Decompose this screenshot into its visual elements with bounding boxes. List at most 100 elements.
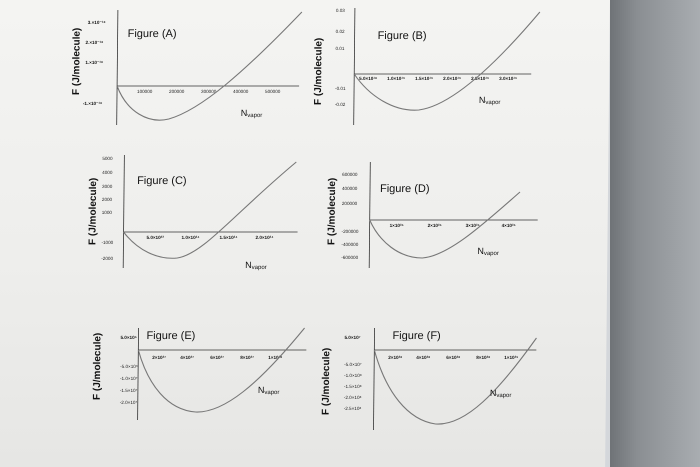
panel-d-y-axis	[368, 162, 371, 268]
panel-b-y-tick: 0.02	[336, 29, 345, 34]
panel-f-title: Figure (F)	[392, 330, 440, 342]
panel-b-x-tick: 1.0×10¹⁹	[387, 76, 405, 81]
panel-e-x-axis-label: Nvapor	[258, 385, 280, 396]
panel-d-title: Figure (D)	[380, 183, 430, 195]
panel-e-title: Figure (E)	[146, 330, 195, 342]
panel-b-y-tick: 0.01	[335, 46, 344, 51]
panel-d-x-tick: 1×10²⁶	[390, 223, 404, 228]
panel-d-y-axis-label: F (J/molecule)	[326, 178, 338, 245]
panel-f-y-tick: -5.0×10⁷	[344, 362, 362, 367]
panel-e-y-tick: -2.0×10⁷	[120, 400, 138, 405]
panel-a-y-tick: -1.×10⁻¹⁸	[83, 101, 102, 106]
panel-f-x-tick: 1×10²⁹	[504, 355, 518, 360]
panel-d-y-tick: 200000	[342, 201, 358, 206]
panel-f: F (J/molecule) Figure (F) 5.0×10⁷ -5.0×1…	[321, 328, 537, 430]
panel-b-x-tick: 2.0×10¹⁹	[443, 76, 461, 81]
panel-a-y-tick: 3.×10⁻¹⁸	[88, 20, 106, 25]
panel-c-y-tick: -1000	[101, 240, 113, 245]
panel-d-x-tick: 4×10²⁶	[502, 223, 516, 228]
panel-a-y-axis	[116, 10, 119, 125]
panel-b-curve	[353, 11, 541, 111]
background-edge	[610, 0, 700, 467]
panel-c-y-tick: 1000	[102, 210, 113, 215]
panel-e: F (J/molecule) Figure (E) 5.0×10⁶ -5.0×1…	[92, 327, 307, 420]
panel-d-y-tick: -200000	[342, 229, 359, 234]
panel-e-y-axis	[137, 328, 139, 420]
panel-c: F (J/molecule) Figure (C) 5000 4000 3000…	[87, 155, 298, 271]
panel-d-x-tick: 3×10²⁶	[466, 223, 480, 228]
panel-f-x-tick: 6×10²⁸	[446, 355, 460, 360]
panel-c-x-tick: 1.5×10²⁴	[219, 235, 238, 240]
panel-e-y-tick: -1.5×10⁷	[120, 388, 138, 393]
panel-e-y-tick: -1.0×10⁷	[120, 376, 138, 381]
panel-b-x-tick: 3.0×10¹⁹	[499, 76, 517, 81]
panel-f-y-tick: -2.0×10⁸	[344, 395, 362, 400]
panel-e-curve	[137, 327, 305, 413]
panel-c-x-tick: 5.0×10²³	[146, 235, 164, 240]
panel-f-y-tick: 5.0×10⁷	[344, 335, 360, 340]
panel-c-y-tick: 4000	[102, 170, 113, 175]
panel-c-y-tick: 2000	[102, 197, 113, 202]
panel-f-x-tick: 4×10²⁸	[416, 355, 430, 360]
panel-c-title: Figure (C)	[137, 175, 187, 187]
panel-a-y-tick: 2.×10⁻¹⁸	[86, 40, 104, 45]
panel-b-x-tick: 5.0×10¹⁸	[359, 76, 377, 81]
panel-b-y-axis	[353, 8, 356, 125]
figure-grid: F (J/molecule) Figure (A) 3.×10⁻¹⁸ 2.×10…	[71, 8, 541, 430]
panel-d: F (J/molecule) Figure (D) 600000 400000 …	[326, 162, 538, 268]
panel-b-y-tick: -0.01	[335, 86, 346, 91]
panel-b-y-tick: -0.02	[335, 102, 346, 107]
panel-d-x-axis-label: Nvapor	[477, 246, 499, 257]
panel-b-x-axis-label: Nvapor	[479, 95, 501, 106]
panel-f-curve	[373, 337, 537, 425]
panel-f-y-tick: -1.5×10⁸	[344, 384, 362, 389]
panel-f-y-axis-label: F (J/molecule)	[321, 348, 333, 415]
panel-e-x-tick: 2×10²⁷	[152, 355, 166, 360]
panel-c-x-tick: 1.0×10²⁴	[181, 235, 200, 240]
panel-c-y-tick: 5000	[102, 156, 113, 161]
panel-c-y-tick: 3000	[102, 184, 113, 189]
panel-d-y-tick: -400000	[341, 242, 358, 247]
panel-f-x-axis-label: Nvapor	[490, 388, 512, 399]
panel-a-x-axis-label: Nvapor	[241, 108, 263, 119]
panel-d-y-tick: -600000	[341, 255, 358, 260]
panel-f-x-tick: 2×10²⁸	[388, 355, 402, 360]
panel-e-x-tick: 4×10²⁷	[180, 355, 194, 360]
panel-c-y-axis-label: F (J/molecule)	[87, 178, 99, 245]
panel-f-y-tick: -1.0×10⁸	[344, 373, 362, 378]
panel-a-y-axis-label: F (J/molecule)	[71, 28, 83, 95]
panel-a-curve	[116, 11, 303, 121]
panel-b-y-tick: 0.03	[336, 8, 345, 13]
panel-e-x-tick: 1×10²⁸	[268, 355, 282, 360]
panel-e-x-tick: 6×10²⁷	[210, 355, 224, 360]
panel-d-y-tick: 400000	[342, 186, 358, 191]
panel-f-y-axis	[373, 328, 375, 430]
panel-d-y-tick: 600000	[342, 172, 358, 177]
panel-a-x-tick: 400000	[233, 89, 249, 94]
photographed-sheet: F (J/molecule) Figure (A) 3.×10⁻¹⁸ 2.×10…	[0, 0, 610, 467]
panel-d-curve	[369, 191, 521, 259]
panel-a-x-tick: 200000	[169, 89, 185, 94]
panel-b-x-tick: 1.5×10¹⁹	[415, 76, 433, 81]
panel-a-title: Figure (A)	[128, 28, 177, 40]
panel-f-y-tick: -2.5×10⁸	[344, 406, 362, 411]
panel-b: F (J/molecule) Figure (B) 0.03 0.02 0.01…	[313, 8, 541, 125]
panel-e-y-tick: -5.0×10⁶	[120, 364, 138, 369]
panel-a-x-tick: 100000	[137, 89, 153, 94]
panel-e-y-axis-label: F (J/molecule)	[92, 333, 104, 400]
panel-e-y-tick: 5.0×10⁶	[120, 335, 136, 340]
panel-a-y-tick: 1.×10⁻¹⁸	[85, 60, 103, 65]
panel-c-x-tick: 2.0×10²⁴	[255, 235, 274, 240]
panel-a-x-tick: 500000	[265, 89, 281, 94]
panel-c-x-axis-label: Nvapor	[245, 260, 267, 271]
panel-c-curve	[123, 161, 297, 259]
panel-d-x-tick: 2×10²⁶	[428, 223, 442, 228]
panel-a-x-tick: 300000	[201, 89, 217, 94]
panel-e-x-tick: 8×10²⁷	[240, 355, 254, 360]
panel-c-y-tick: -2000	[101, 256, 113, 261]
panel-c-y-axis	[122, 155, 125, 268]
panel-a: F (J/molecule) Figure (A) 3.×10⁻¹⁸ 2.×10…	[71, 10, 303, 125]
panel-f-x-tick: 8×10²⁸	[476, 355, 490, 360]
panel-b-y-axis-label: F (J/molecule)	[313, 38, 325, 105]
panel-b-title: Figure (B)	[378, 30, 427, 42]
